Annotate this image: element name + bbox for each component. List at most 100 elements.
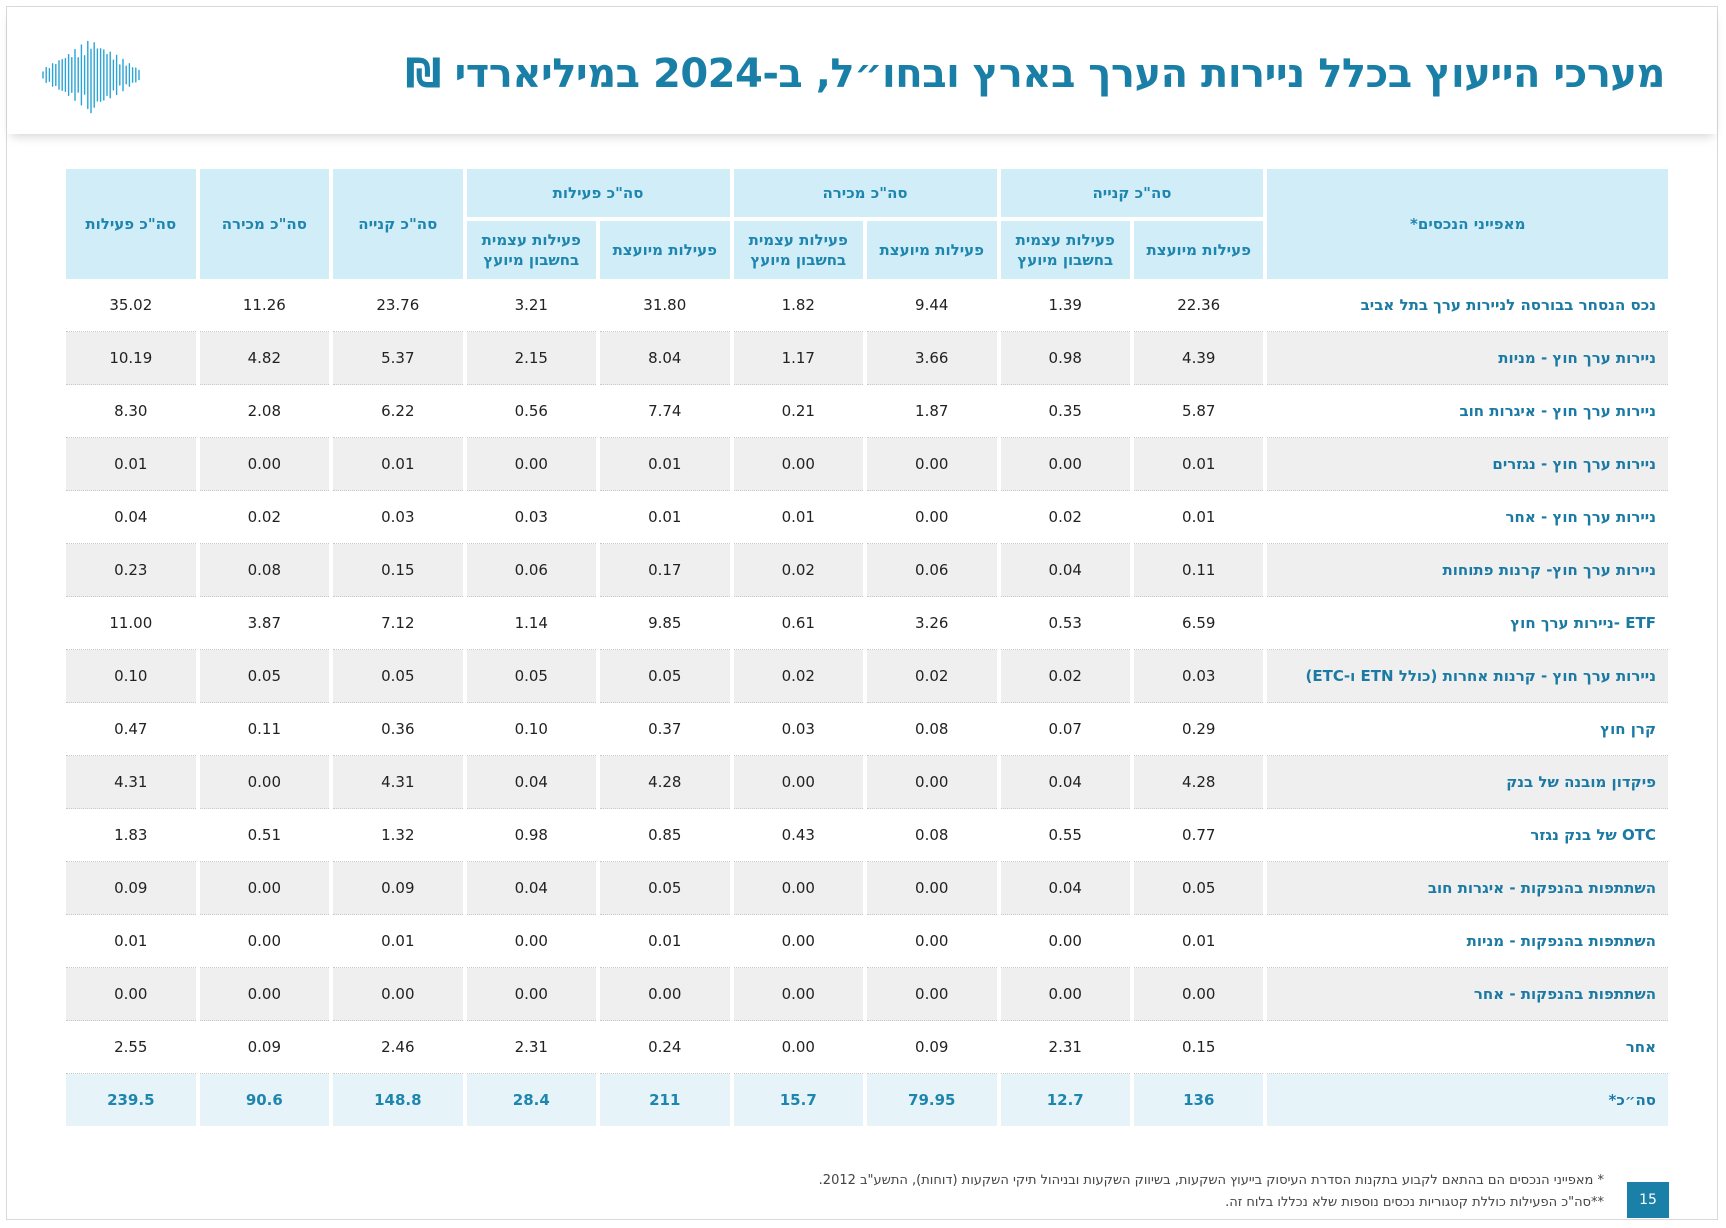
value-cell: 0.00: [733, 968, 864, 1021]
group-header-buy: סה"כ קנייה: [1000, 169, 1264, 221]
value-cell: 4.31: [66, 756, 196, 809]
value-cell: 0.03: [466, 491, 597, 544]
value-cell: 4.28: [600, 756, 730, 809]
data-table: מאפייני הנכסים* סה"כ קנייה סה"כ מכירה סה…: [62, 169, 1672, 1126]
group-header-sell: סה"כ מכירה: [733, 169, 997, 221]
subheader-advised: פעילות מיועצת: [1134, 221, 1264, 279]
value-cell: 0.00: [733, 756, 864, 809]
value-cell: 0.01: [333, 438, 463, 491]
value-cell: 0.01: [1134, 438, 1264, 491]
value-cell: 1.17: [733, 332, 864, 385]
value-cell: 0.05: [333, 650, 463, 703]
value-cell: 1.82: [733, 279, 864, 332]
value-cell: 0.01: [600, 491, 730, 544]
table-row: נכס הנסחר בבורסה לניירות ערך בתל אביב 22.…: [66, 279, 1668, 332]
value-cell: 0.24: [600, 1021, 730, 1074]
row-label: ETF -ניירות ערך חוץ: [1267, 597, 1668, 650]
value-cell: 0.01: [1134, 915, 1264, 968]
value-cell: 0.05: [1134, 862, 1264, 915]
total-sell-header: סה"כ מכירה: [199, 169, 330, 279]
value-cell: 0.01: [66, 438, 196, 491]
row-label: OTC של בנק נגזר: [1267, 809, 1668, 862]
value-cell: 0.00: [867, 862, 997, 915]
value-cell: 0.04: [1000, 544, 1130, 597]
value-cell: 0.85: [600, 809, 730, 862]
group-header-activity: סה"כ פעילות: [466, 169, 730, 221]
value-cell: 1.39: [1000, 279, 1130, 332]
row-label: פיקדון מובנה של בנק: [1267, 756, 1668, 809]
value-cell: 23.76: [333, 279, 463, 332]
value-cell: 0.00: [867, 968, 997, 1021]
value-cell: 0.00: [333, 968, 463, 1021]
subheader-self: פעילות עצמית בחשבון מיועץ: [1000, 221, 1130, 279]
value-cell: 0.02: [1000, 491, 1130, 544]
value-cell: 0.61: [733, 597, 864, 650]
page-title: מערכי הייעוץ בכלל ניירות הערך בארץ ובחו״…: [405, 51, 1665, 97]
value-cell: 10.19: [66, 332, 196, 385]
value-cell: 0.11: [199, 703, 330, 756]
value-cell: 0.00: [466, 915, 597, 968]
value-cell: 0.36: [333, 703, 463, 756]
value-cell: 0.00: [1000, 968, 1130, 1021]
value-cell: 211: [600, 1074, 730, 1126]
table-row: השתתפות בהנפקות - מניות 0.01 0.00 0.00 0.00 0…: [66, 915, 1668, 968]
value-cell: 0.02: [867, 650, 997, 703]
value-cell: 0.08: [867, 809, 997, 862]
value-cell: 3.21: [466, 279, 597, 332]
value-cell: 3.87: [199, 597, 330, 650]
row-label: סה״כ*: [1267, 1074, 1668, 1126]
value-cell: 0.01: [1134, 491, 1264, 544]
value-cell: 0.07: [1000, 703, 1130, 756]
value-cell: 15.7: [733, 1074, 864, 1126]
footnote: * מאפייני הנכסים הם בהתאם לקבוע בתקנות ה…: [818, 1173, 1604, 1188]
value-cell: 11.26: [199, 279, 330, 332]
value-cell: 0.00: [466, 438, 597, 491]
value-cell: 0.02: [733, 544, 864, 597]
value-cell: 4.28: [1134, 756, 1264, 809]
value-cell: 5.87: [1134, 385, 1264, 438]
table-row: ניירות ערך חוץ - איגרות חוב 5.87 0.35 1.87 0…: [66, 385, 1668, 438]
table-row: OTC של בנק נגזר 0.77 0.55 0.08 0.43 0.85 0.98 1…: [66, 809, 1668, 862]
table-row: השתתפות בהנפקות - אחר 0.00 0.00 0.00 0.00 0.0…: [66, 968, 1668, 1021]
subheader-self: פעילות עצמית בחשבון מיועץ: [466, 221, 597, 279]
table-row: ניירות ערך חוץ - אחר 0.01 0.02 0.00 0.01 0.01…: [66, 491, 1668, 544]
subheader-advised: פעילות מיועצת: [600, 221, 730, 279]
value-cell: 3.26: [867, 597, 997, 650]
value-cell: 0.04: [466, 756, 597, 809]
value-cell: 5.37: [333, 332, 463, 385]
header-bar: מערכי הייעוץ בכלל ניירות הערך בארץ ובחו״…: [7, 7, 1717, 134]
value-cell: 2.15: [466, 332, 597, 385]
value-cell: 0.10: [66, 650, 196, 703]
value-cell: 0.51: [199, 809, 330, 862]
value-cell: 0.00: [1000, 915, 1130, 968]
total-activity-header: סה"כ פעילות: [66, 169, 196, 279]
value-cell: 0.56: [466, 385, 597, 438]
value-cell: 0.00: [867, 491, 997, 544]
value-cell: 7.74: [600, 385, 730, 438]
value-cell: 0.03: [333, 491, 463, 544]
value-cell: 0.01: [333, 915, 463, 968]
row-label: השתתפות בהנפקות - אחר: [1267, 968, 1668, 1021]
table-row: ניירות ערך חוץ - קרנות אחרות (כולל ETN ו…: [66, 650, 1668, 703]
footnote: **סה"כ הפעילות כוללת קטגוריות נכסים נוספ…: [1225, 1195, 1604, 1210]
value-cell: 0.23: [66, 544, 196, 597]
value-cell: 12.7: [1000, 1074, 1130, 1126]
row-label: ניירות ערך חוץ - מניות: [1267, 332, 1668, 385]
value-cell: 35.02: [66, 279, 196, 332]
value-cell: 0.00: [867, 915, 997, 968]
row-label: ניירות ערך חוץ - נגזרים: [1267, 438, 1668, 491]
value-cell: 0.00: [66, 968, 196, 1021]
value-cell: 2.08: [199, 385, 330, 438]
soundwave-logo-icon: [42, 40, 140, 114]
row-label: השתתפות בהנפקות - מניות: [1267, 915, 1668, 968]
value-cell: 79.95: [867, 1074, 997, 1126]
value-cell: 0.00: [733, 1021, 864, 1074]
value-cell: 2.46: [333, 1021, 463, 1074]
value-cell: 1.83: [66, 809, 196, 862]
value-cell: 11.00: [66, 597, 196, 650]
value-cell: 0.05: [600, 650, 730, 703]
value-cell: 0.09: [66, 862, 196, 915]
value-cell: 31.80: [600, 279, 730, 332]
value-cell: 0.98: [1000, 332, 1130, 385]
value-cell: 0.03: [733, 703, 864, 756]
